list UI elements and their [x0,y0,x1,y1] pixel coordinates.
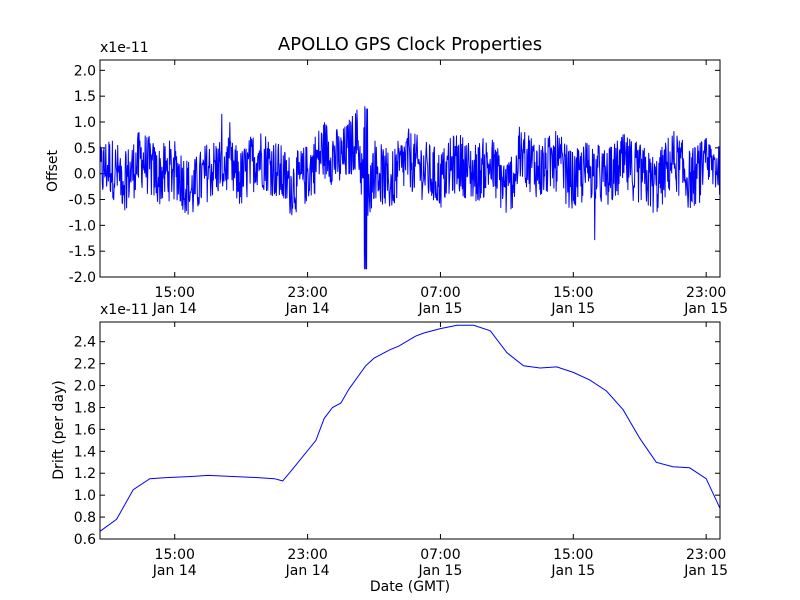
offset-ytick-label: -1.5 [69,244,96,260]
offset-panel: x1e-11 Offset -2.0 -1.5 -1.0 -0.5 0.0 0.5 1.0 1… [45,40,728,317]
offset-ytick-label: 1.0 [74,115,96,131]
drift-ytick-label: 1.4 [74,444,96,460]
offset-ytick-label: 0.0 [74,167,96,183]
drift-xtick-time-label: 15:00 [553,547,593,563]
drift-xtick-date-label: Jan 15 [550,563,595,579]
offset-ytick-label: 2.0 [74,63,96,79]
drift-ytick-label: 1.6 [74,422,96,438]
offset-xtick-date-label: Jan 15 [683,301,728,317]
offset-xtick-date-label: Jan 15 [418,301,463,317]
drift-scale-label: x1e-11 [100,302,149,318]
drift-ytick-label: 0.6 [74,532,96,548]
offset-series-line [99,106,721,270]
offset-marks: -2.0-1.5-1.0-0.50.00.51.01.52.015:00Jan … [69,60,728,317]
drift-ytick-label: 2.0 [74,379,96,395]
drift-ytick-label: 0.8 [74,510,96,526]
drift-y-axis-label: Drift (per day) [51,380,67,479]
offset-xtick-time-label: 23:00 [686,285,726,301]
drift-xtick-date-label: Jan 15 [683,563,728,579]
offset-ytick-label: 1.5 [74,89,96,105]
drift-xtick-time-label: 15:00 [155,547,195,563]
offset-ytick-label: -2.0 [69,270,96,286]
drift-x-axis-label: Date (GMT) [370,579,450,595]
drift-ytick-label: 1.8 [74,400,96,416]
offset-y-axis-label: Offset [45,149,61,192]
offset-xtick-date-label: Jan 15 [550,301,595,317]
drift-xtick-time-label: 23:00 [686,547,726,563]
drift-xtick-date-label: Jan 15 [418,563,463,579]
drift-plot-frame [99,321,721,540]
drift-xtick-date-label: Jan 14 [152,563,197,579]
drift-ytick-label: 2.2 [74,357,96,373]
offset-ytick-label: 0.5 [74,141,96,157]
drift-ytick-label: 1.2 [74,466,96,482]
figure-title: APOLLO GPS Clock Properties [278,34,542,55]
offset-ytick-label: -1.0 [69,218,96,234]
drift-xtick-time-label: 23:00 [287,547,327,563]
drift-ytick-label: 1.0 [74,488,96,504]
offset-xtick-date-label: Jan 14 [285,301,330,317]
drift-xtick-date-label: Jan 14 [285,563,330,579]
drift-ytick-label: 2.4 [74,335,96,351]
drift-xtick-time-label: 07:00 [420,547,460,563]
offset-xtick-time-label: 07:00 [420,285,460,301]
offset-xtick-date-label: Jan 14 [152,301,197,317]
offset-scale-label: x1e-11 [100,40,149,56]
offset-ytick-label: -0.5 [69,193,96,209]
drift-panel: x1e-11 Drift (per day) Date (GMT) 0.6 0.8… [51,302,728,595]
offset-plot-frame [99,59,721,278]
offset-xtick-time-label: 15:00 [155,285,195,301]
offset-xtick-time-label: 23:00 [287,285,327,301]
drift-series-line [99,324,721,532]
offset-xtick-time-label: 15:00 [553,285,593,301]
